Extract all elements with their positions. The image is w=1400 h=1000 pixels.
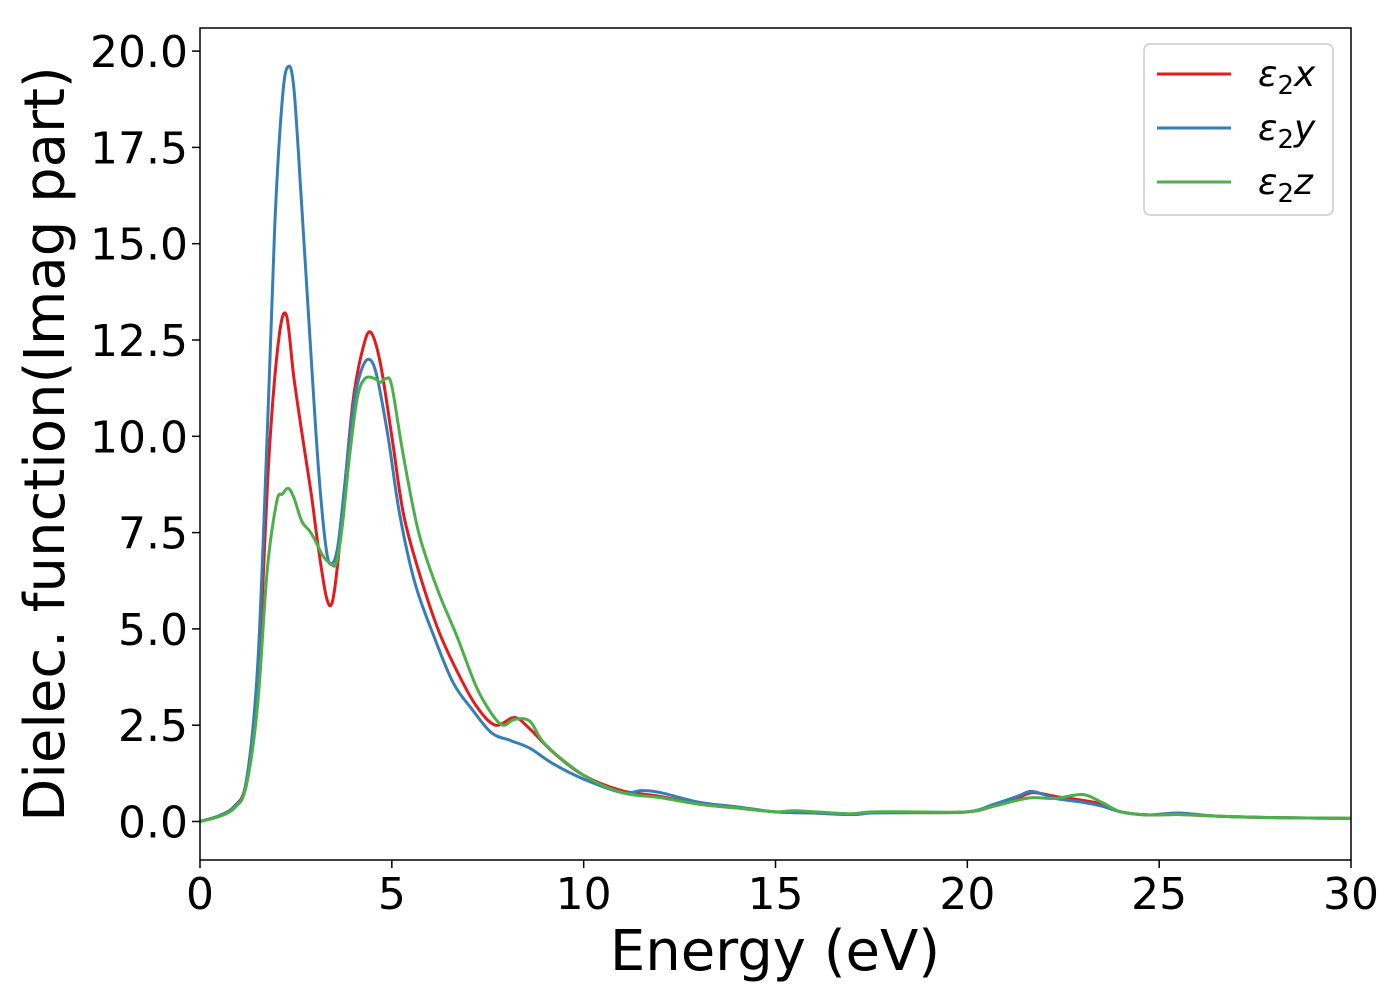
legend-label-main: ε: [1258, 162, 1277, 203]
legend-label-variable: y: [1293, 108, 1316, 149]
series-line-z: [200, 375, 1351, 823]
x-axis-title: Energy (eV): [610, 919, 940, 984]
legend-label-subscript: 2: [1277, 71, 1294, 101]
x-tick-label: 10: [556, 869, 612, 920]
y-tick-label: 2.5: [118, 701, 188, 752]
y-tick-label: 20.0: [90, 27, 188, 78]
legend-label-variable: x: [1293, 54, 1316, 95]
legend-label-variable: z: [1293, 162, 1314, 203]
legend-label-subscript: 2: [1277, 179, 1294, 209]
x-tick-label: 25: [1131, 869, 1187, 920]
y-tick-label: 5.0: [118, 605, 188, 656]
x-tick-label: 5: [378, 869, 406, 920]
legend-box: [1143, 43, 1334, 216]
x-tick-label: 20: [939, 869, 995, 920]
legend-label-subscript: 2: [1277, 125, 1294, 155]
y-tick-label: 15.0: [90, 220, 188, 271]
y-axis: 0.0 2.5 5.0 7.5 10.0 12.5 15.0 17.5 20.0: [90, 27, 200, 848]
y-tick-label: 10.0: [90, 412, 188, 463]
x-tick-label: 30: [1323, 869, 1379, 920]
legend-label-y: ε2y: [1258, 108, 1316, 155]
y-tick-label: 12.5: [90, 316, 188, 367]
legend-label-main: ε: [1258, 54, 1277, 95]
x-tick-label: 15: [748, 869, 804, 920]
series-line-y: [200, 64, 1351, 823]
x-tick-label: 0: [186, 869, 214, 920]
y-tick-label: 17.5: [90, 123, 188, 174]
y-tick-label: 0.0: [118, 797, 188, 848]
legend-label-x: ε2x: [1258, 54, 1316, 101]
x-axis: 0 5 10 15 20 25 30: [186, 860, 1379, 920]
series-lines: [200, 64, 1351, 823]
legend-label-main: ε: [1258, 108, 1277, 149]
y-axis-title: Dielec. function(Imag part): [13, 66, 78, 822]
y-tick-label: 7.5: [118, 509, 188, 560]
legend-label-z: ε2z: [1258, 162, 1314, 209]
